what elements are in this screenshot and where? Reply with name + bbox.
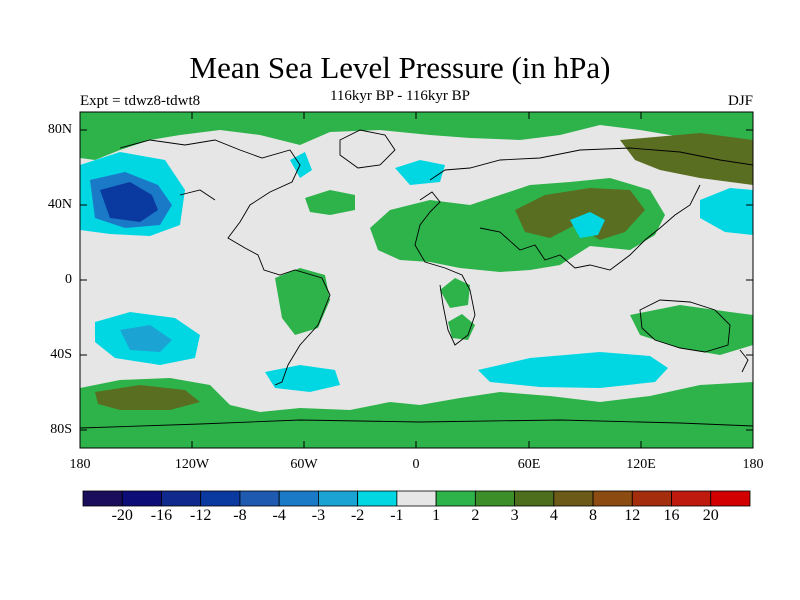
colorbar-tick-label: -20: [111, 507, 133, 524]
colorbar-tick-label: 4: [549, 507, 558, 524]
colorbar: [82, 490, 751, 507]
colorbar-swatch: [710, 490, 751, 507]
colorbar-swatch: [671, 490, 712, 507]
colorbar-swatch: [278, 490, 319, 507]
arctic-positive-region: [80, 112, 753, 160]
south-america-positive-region: [275, 268, 330, 335]
north-pacific-low-core: [100, 182, 158, 222]
colorbar-swatch: [121, 490, 162, 507]
season-label: DJF: [727, 93, 753, 109]
lon-label-180e: 180: [742, 457, 764, 472]
colorbar-tick-label: 3: [510, 507, 519, 524]
colorbar-tick-label: -12: [190, 507, 212, 524]
southern-ocean-strong-positive: [95, 385, 200, 410]
alaska-coastline: [179, 189, 216, 201]
colorbar-tick-label: -16: [150, 507, 173, 524]
americas-coastline: [119, 139, 331, 386]
antarctic-positive: [80, 420, 753, 448]
colorbar-swatch: [514, 490, 555, 507]
colorbar-tick-label: 16: [663, 507, 680, 524]
lon-label-60w: 60W: [290, 457, 318, 472]
colorbar-swatch: [396, 490, 437, 507]
lat-label-40s: 40S: [50, 347, 72, 362]
africa-coastline: [414, 191, 476, 346]
chart-title: Mean Sea Level Pressure (in hPa): [189, 50, 611, 85]
colorbar-swatch: [200, 490, 241, 507]
siberia-positive-region: [620, 133, 753, 185]
colorbar-tick-label: -1: [390, 507, 404, 524]
axis-ticks: [79, 112, 754, 448]
south-pacific-negative-core: [120, 325, 172, 352]
africa-positive-blob: [440, 278, 470, 308]
colorbar-tick-label: 20: [702, 507, 719, 524]
lon-label-120e: 120E: [626, 457, 656, 472]
colorbar-tick-label: 8: [589, 507, 598, 524]
lon-label-60e: 60E: [517, 457, 541, 472]
experiment-label: Expt = tdwz8-tdwt8: [80, 93, 201, 109]
colorbar-tick-label: -4: [272, 507, 286, 524]
colorbar-swatch: [553, 490, 594, 507]
drake-passage-negative: [265, 365, 340, 392]
colorbar-swatch: [318, 490, 359, 507]
lon-label-0: 0: [412, 457, 420, 472]
colorbar-swatch: [592, 490, 633, 507]
colorbar-tick-label: 1: [432, 507, 441, 524]
tibet-negative-region: [570, 212, 605, 238]
atlantic-positive-blob: [305, 190, 355, 215]
colorbar-tick-label: -2: [350, 507, 365, 524]
antarctica-coastline: [80, 419, 753, 429]
asia-south-coastline: [479, 184, 701, 271]
pressure-field: [80, 112, 753, 448]
coastlines: [80, 129, 753, 429]
lon-label-120w: 120W: [174, 457, 210, 472]
lat-label-0: 0: [65, 272, 72, 287]
lon-label-180w: 180: [69, 457, 91, 472]
greenland-coastline: [339, 129, 396, 169]
colorbar-swatch: [161, 490, 202, 507]
colorbar-swatch: [474, 490, 515, 507]
eurasia-north-coastline: [429, 147, 753, 181]
lat-label-80s: 80S: [50, 422, 72, 437]
west-pacific-negative-region: [700, 188, 753, 235]
chart-subtitle: 116kyr BP - 116kyr BP: [329, 88, 470, 104]
colorbar-swatch: [82, 490, 123, 507]
south-indian-negative: [478, 352, 668, 388]
lat-label-80n: 80N: [47, 122, 72, 137]
colorbar-swatch: [239, 490, 280, 507]
lat-label-40n: 40N: [47, 197, 72, 212]
colorbar-swatch: [357, 490, 398, 507]
colorbar-tick-label: 12: [624, 507, 641, 524]
australia-coastline: [639, 299, 731, 353]
himalaya-positive-region: [515, 188, 645, 240]
colorbar-tick-label: 2: [471, 507, 480, 524]
colorbar-tick-label: -3: [311, 507, 326, 524]
new-zealand-coastline: [739, 349, 749, 373]
colorbar-tick-label: -8: [233, 507, 247, 524]
colorbar-swatch: [631, 490, 672, 507]
colorbar-swatch: [435, 490, 476, 507]
